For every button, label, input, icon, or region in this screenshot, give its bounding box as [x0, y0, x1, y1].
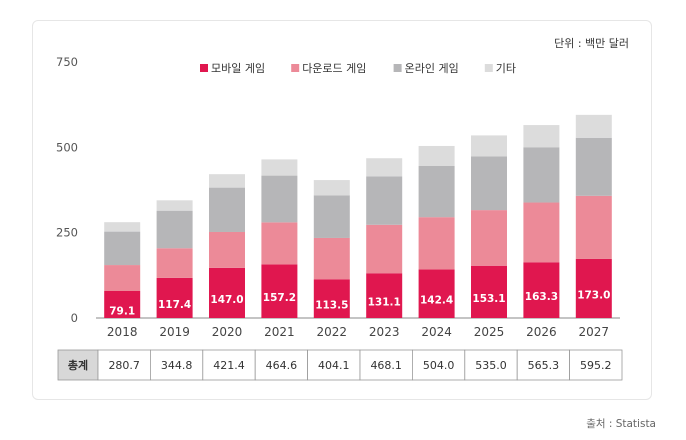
- bar-segment: [261, 175, 298, 223]
- data-label: 157.2: [263, 292, 296, 304]
- total-value: 280.7: [108, 359, 140, 372]
- data-label: 153.1: [472, 293, 505, 305]
- total-value: 421.4: [213, 359, 245, 372]
- totals-cell: [202, 349, 256, 381]
- bar-segment: [104, 222, 141, 232]
- bar-segment: [209, 231, 245, 268]
- bar-segment: [313, 237, 350, 280]
- bar-segment: [418, 217, 455, 270]
- bar-segment: [575, 195, 612, 259]
- bar-segment: [471, 265, 507, 318]
- total-value: 565.3: [528, 359, 560, 372]
- bar-segment: [156, 248, 193, 278]
- legend-label: 기타: [496, 62, 516, 75]
- bar-segment: [471, 210, 507, 266]
- bar-segment: [575, 258, 612, 318]
- data-label: 113.5: [315, 300, 348, 312]
- bar-segment: [261, 222, 298, 265]
- total-value: 464.6: [266, 359, 298, 372]
- legend-swatch: [200, 64, 208, 72]
- bar-segment: [366, 158, 403, 177]
- data-label: 117.4: [158, 299, 191, 311]
- bar-segment: [523, 202, 560, 263]
- totals-label: 총계: [68, 358, 88, 372]
- source-label: 출처 : Statista: [586, 418, 656, 430]
- bar-segment: [156, 210, 193, 249]
- x-tick-label: 2024: [421, 325, 452, 339]
- totals-cell: [254, 349, 308, 381]
- bar-segment: [575, 114, 612, 138]
- data-label: 147.0: [210, 294, 243, 306]
- bar-segment: [575, 137, 612, 196]
- data-label: 131.1: [368, 297, 401, 309]
- bar-segment: [313, 279, 350, 318]
- bar-segment: [104, 291, 141, 318]
- x-tick-label: 2023: [369, 325, 400, 339]
- bar-segment: [471, 156, 507, 211]
- bar-segment: [261, 264, 298, 318]
- total-value: 468.1: [370, 359, 402, 372]
- data-label: 163.3: [525, 291, 558, 303]
- bar-segment: [418, 165, 455, 218]
- x-tick-label: 2025: [474, 325, 505, 339]
- y-tick-label: 250: [56, 226, 78, 240]
- bar-segment: [471, 135, 507, 157]
- bar-segment: [209, 187, 245, 232]
- legend-label: 모바일 게임: [211, 61, 265, 75]
- legend-swatch: [484, 64, 493, 72]
- totals-cell: [411, 349, 466, 381]
- bar-segment: [156, 277, 193, 318]
- total-value: 404.1: [318, 359, 350, 372]
- bar-segment: [523, 147, 560, 203]
- x-tick-label: 2021: [264, 325, 295, 339]
- legend-swatch: [291, 64, 300, 72]
- bar-segment: [261, 159, 298, 176]
- totals-cell: [359, 349, 413, 381]
- legend-swatch: [393, 64, 402, 72]
- x-tick-label: 2027: [579, 325, 610, 339]
- bar-segment: [209, 267, 245, 318]
- bar-segment: [104, 265, 141, 292]
- bar-segment: [313, 195, 350, 238]
- bar-segment: [366, 176, 403, 225]
- legend-label: 다운로드 게임: [302, 62, 366, 75]
- totals-cell: [464, 349, 518, 381]
- y-tick-label: 750: [56, 55, 78, 69]
- x-tick-label: 2018: [107, 325, 138, 339]
- cropped-header-strip: [0, 0, 686, 10]
- bar-segment: [104, 231, 141, 266]
- x-tick-label: 2019: [159, 325, 190, 339]
- total-value: 344.8: [161, 359, 193, 372]
- bar-segment: [366, 273, 403, 318]
- total-value: 504.0: [423, 359, 455, 372]
- totals-cell: [149, 349, 204, 381]
- total-value: 595.2: [580, 359, 612, 372]
- bar-segment: [156, 200, 193, 211]
- total-value: 535.0: [475, 359, 507, 372]
- bar-segment: [523, 262, 560, 318]
- y-tick-label: 0: [71, 311, 78, 325]
- bar-segment: [366, 224, 403, 274]
- totals-cell: [516, 349, 571, 381]
- bar-segment: [313, 180, 350, 196]
- x-tick-label: 2020: [212, 325, 243, 339]
- totals-cell: [569, 349, 623, 381]
- bar-segment: [418, 145, 455, 166]
- x-tick-label: 2022: [317, 325, 348, 339]
- x-tick-label: 2026: [526, 325, 557, 339]
- totals-cell: [307, 349, 361, 381]
- bar-segment: [418, 269, 455, 318]
- unit-label: 단위 : 백만 달러: [554, 37, 629, 50]
- legend-label: 온라인 게임: [405, 62, 459, 75]
- bar-segment: [209, 174, 245, 188]
- y-tick-label: 500: [56, 140, 78, 154]
- data-label: 173.0: [577, 289, 610, 301]
- data-label: 142.4: [420, 295, 453, 307]
- data-label: 79.1: [109, 306, 135, 318]
- bar-segment: [523, 125, 560, 148]
